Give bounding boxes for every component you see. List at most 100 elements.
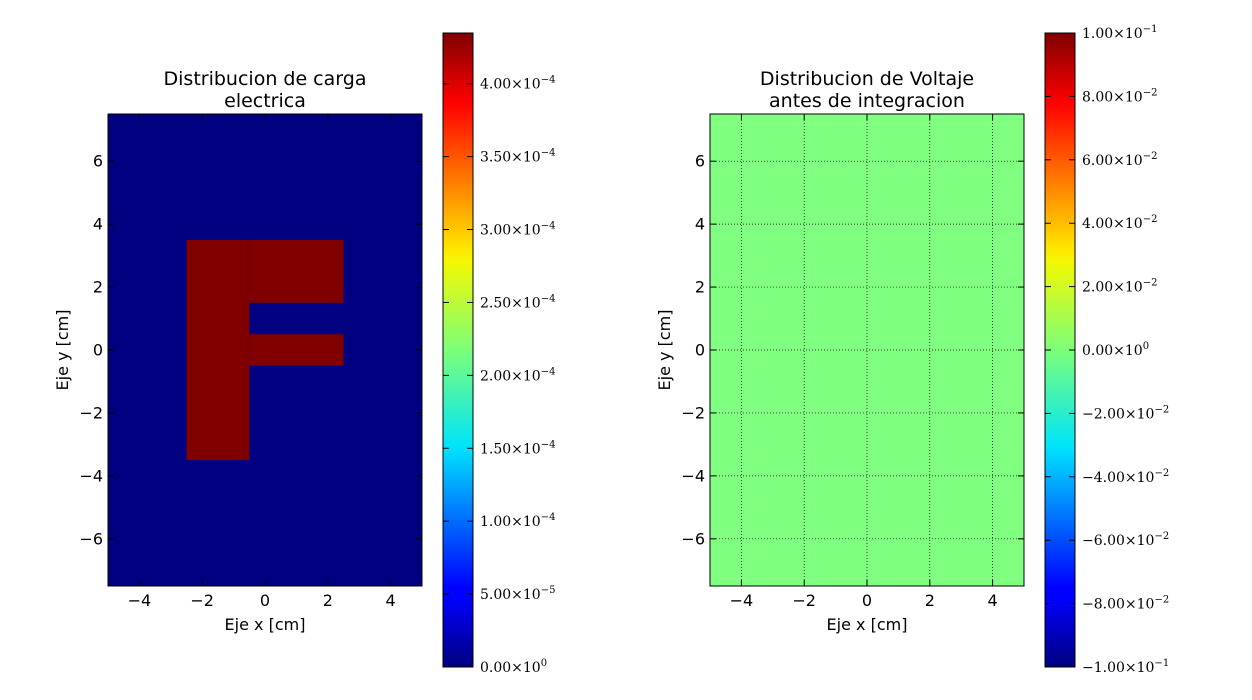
heatmap-region-3 [249,334,344,366]
y-axis-label: Eje y [cm] [53,310,72,391]
colorbar-tick-label-1: −8.00×10−2 [1082,595,1169,613]
colorbar-tick-exponent: −2 [1154,531,1169,542]
colorbar-tick-label-4: 2.00×10−4 [480,366,555,384]
colorbar-tick-times: ×10 [1113,26,1143,42]
colorbar-tick-times: ×10 [1125,406,1155,422]
colorbar-tick-times: ×10 [1113,89,1143,105]
colorbar-tick-exponent: −4 [541,148,556,159]
y-tick-label: −4 [681,466,705,485]
colorbar-tick-exponent: −2 [1143,214,1158,225]
colorbar-tick-exponent: −4 [541,293,556,304]
colorbar-tick-exponent: −4 [541,221,556,232]
x-tick-label: −4 [730,591,754,610]
colorbar-tick-label-3: 1.50×10−4 [480,439,555,457]
heatmap-region-2 [249,239,344,303]
colorbar-tick-mantissa: 0.00 [480,660,511,676]
x-tick-label: 4 [386,591,396,610]
colorbar-tick-times: ×10 [511,223,541,239]
chart-title-line-2: electrica [224,90,306,112]
x-tick-label: −2 [792,591,816,610]
colorbar-tick-label-6: 2.00×10−2 [1082,278,1157,296]
colorbar-tick-mantissa: 5.00 [480,587,511,603]
colorbar-gradient [443,33,473,667]
colorbar-tick-label-7: 4.00×10−2 [1082,214,1157,232]
x-tick-label: −2 [190,591,214,610]
colorbar-tick-times: ×10 [1125,533,1155,549]
colorbar-tick-exponent: 0 [1143,341,1149,352]
colorbar-tick-times: ×10 [511,514,541,530]
y-tick-label: 2 [93,278,103,297]
colorbar-tick-exponent: −4 [541,512,556,523]
y-tick-label: 4 [93,215,103,234]
colorbar-tick-mantissa: 4.00 [480,77,511,93]
y-tick-label: 6 [695,152,705,171]
colorbar-tick-label-4: −2.00×10−2 [1082,404,1169,422]
x-tick-label: −4 [128,591,152,610]
y-tick-label: 4 [695,215,705,234]
colorbar-tick-exponent: −2 [1143,278,1158,289]
colorbar-tick-mantissa: −1.00 [1082,660,1125,676]
colorbar-tick-times: ×10 [1125,660,1155,676]
x-tick-label: 2 [925,591,935,610]
colorbar-tick-times: ×10 [1113,280,1143,296]
x-tick-label: 0 [260,591,270,610]
colorbar-tick-label-9: 8.00×10−2 [1082,87,1157,105]
colorbar-tick-times: ×10 [511,441,541,457]
colorbar-tick-mantissa: −8.00 [1082,597,1125,613]
colorbar-tick-label-5: 0.00×100 [1082,341,1149,359]
x-tick-label: 0 [862,591,872,610]
x-axis-label: Eje x [cm] [827,615,908,634]
colorbar-tick-exponent: 0 [541,658,547,669]
colorbar-tick-exponent: −4 [541,75,556,86]
colorbar-tick-mantissa: 1.00 [1082,26,1113,42]
colorbar-tick-mantissa: 0.00 [1082,343,1113,359]
colorbar-tick-exponent: −5 [541,585,556,596]
colorbar-tick-label-10: 1.00×10−1 [1082,24,1157,42]
y-tick-label: 0 [695,341,705,360]
colorbar-tick-exponent: −2 [1154,468,1169,479]
chart-title-line-1: Distribucion de Voltaje [760,68,974,90]
colorbar-tick-label-8: 4.00×10−4 [480,75,555,93]
colorbar-tick-label-7: 3.50×10−4 [480,148,555,166]
chart-title-line-1: Distribucion de carga [164,68,367,90]
chart-title-line-2: antes de integracion [769,90,965,112]
colorbar-tick-mantissa: 3.50 [480,150,511,166]
colorbar-tick-exponent: −4 [541,366,556,377]
colorbar-tick-mantissa: 2.50 [480,295,511,311]
colorbar-tick-times: ×10 [511,77,541,93]
y-tick-label: 6 [93,152,103,171]
colorbar-tick-exponent: −1 [1143,24,1158,35]
colorbar-tick-mantissa: 2.00 [480,368,511,384]
colorbar-tick-mantissa: −2.00 [1082,406,1125,422]
colorbar-tick-mantissa: 3.00 [480,223,511,239]
y-tick-label: −4 [79,466,103,485]
colorbar-tick-label-0: −1.00×10−1 [1082,658,1169,676]
colorbar-tick-label-2: 1.00×10−4 [480,512,555,530]
colorbar-tick-label-2: −6.00×10−2 [1082,531,1169,549]
y-tick-label: 2 [695,278,705,297]
y-axis-label: Eje y [cm] [655,310,674,391]
chart-panel-1: −4 −2 0 2 4 −6 −4 −2 0 2 4 6 Eje x [cm] Eje y [cm] Dis… [53,32,556,676]
colorbar-tick-times: ×10 [1125,597,1155,613]
colorbar-tick-mantissa: 8.00 [1082,89,1113,105]
colorbar-tick-mantissa: 1.50 [480,441,511,457]
colorbar-tick-times: ×10 [1113,216,1143,232]
y-tick-label: −2 [79,403,103,422]
colorbar-tick-times: ×10 [511,587,541,603]
y-tick-label: 0 [93,341,103,360]
x-axis-label: Eje x [cm] [225,615,306,634]
colorbar-tick-times: ×10 [1125,470,1155,486]
colorbar-tick-times: ×10 [511,150,541,166]
colorbar-tick-mantissa: −4.00 [1082,470,1125,486]
colorbar-tick-label-8: 6.00×10−2 [1082,151,1157,169]
colorbar-tick-exponent: −2 [1154,404,1169,415]
colorbar-tick-exponent: −1 [1154,658,1169,669]
colorbar-tick-exponent: −4 [541,439,556,450]
colorbar-tick-mantissa: 6.00 [1082,153,1113,169]
colorbar-tick-times: ×10 [1113,343,1143,359]
chart-panel-2: −4 −2 0 2 4 −6 −4 −2 0 2 4 6 Eje x [cm] Eje y [cm] Dis… [655,24,1169,676]
x-tick-label: 4 [988,591,998,610]
colorbar-tick-label-3: −4.00×10−2 [1082,468,1169,486]
colorbar-tick-mantissa: −6.00 [1082,533,1125,549]
colorbar-tick-label-1: 5.00×10−5 [480,585,555,603]
